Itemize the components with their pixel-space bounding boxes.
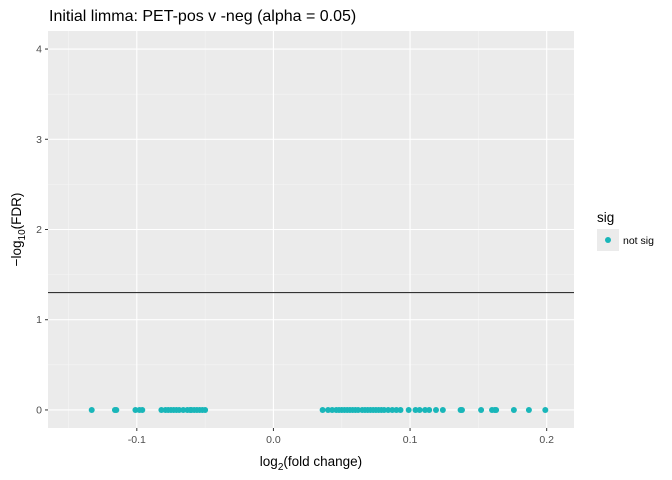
data-point [426,406,433,413]
data-point [329,406,336,413]
x-axis-title-rest: (fold change) [283,454,362,469]
y-tick-label: 1 [36,314,42,326]
legend-key-point [605,237,611,243]
data-point [412,406,419,413]
y-tick-label: 4 [36,44,42,56]
x-tick-label: 0.1 [403,434,418,446]
data-point [397,406,404,413]
data-point [525,406,532,413]
data-point [319,406,326,413]
data-point [416,406,423,413]
data-point [510,406,517,413]
data-point [88,406,95,413]
data-point [439,406,446,413]
x-tick-label: 0.2 [539,434,554,446]
legend-title: sig [597,210,614,225]
x-tick-label: 0.0 [266,434,281,446]
data-point [458,406,465,413]
data-point [381,406,388,413]
x-axis: -0.1 0.0 0.1 0.2 [128,428,554,446]
data-point [393,406,400,413]
x-axis-title-base: log [260,454,278,469]
y-tick-label: 0 [36,404,42,416]
legend: sig not sig [597,210,654,251]
data-point [325,406,332,413]
data-point [433,406,440,413]
data-point [422,406,429,413]
x-tick-label: -0.1 [128,434,146,446]
y-tick-label: 3 [36,134,42,146]
data-point [405,406,412,413]
y-tick-label: 2 [36,224,42,236]
y-axis-title-rest: (FDR) [9,193,24,230]
data-point [132,406,139,413]
data-point [180,406,187,413]
data-point [176,406,183,413]
data-point [542,406,549,413]
y-axis: 0 1 2 3 4 [36,44,48,416]
plot-title: Initial limma: PET-pos v -neg (alpha = 0… [49,8,356,25]
y-axis-title: −log10(FDR) [9,193,28,267]
data-point [202,406,209,413]
x-axis-title: log2(fold change) [260,454,362,473]
data-point [493,406,500,413]
x-axis-title-subscript: 2 [278,462,284,473]
data-point [389,406,396,413]
data-point [478,406,485,413]
data-point [113,406,120,413]
y-axis-title-base: −log [9,240,24,266]
data-point [355,406,362,413]
y-axis-title-subscript: 10 [17,229,28,241]
data-points [88,406,549,413]
data-point [385,406,392,413]
data-point [158,406,165,413]
data-point [139,406,146,413]
legend-label-not-sig: not sig [623,235,654,247]
